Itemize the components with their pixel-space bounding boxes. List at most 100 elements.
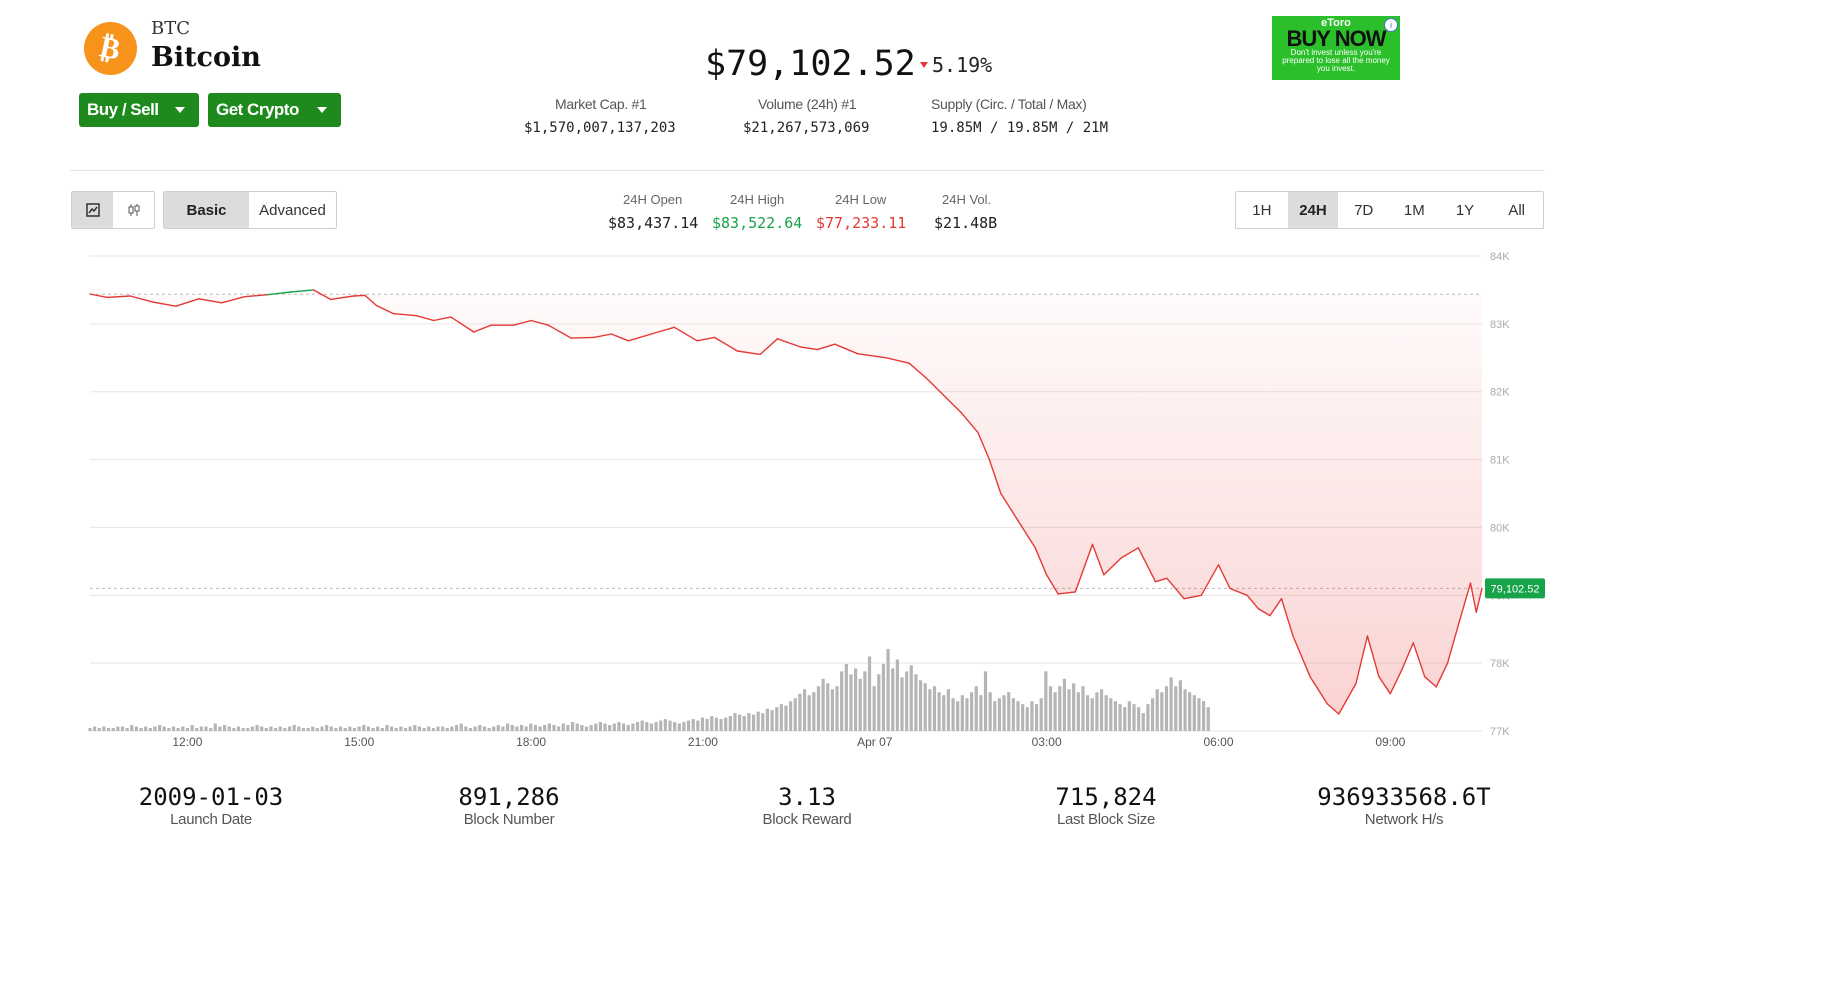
volume-bar [287,726,292,731]
volume-bar [1132,704,1136,731]
volume-bar [1076,692,1080,731]
volume-bar [325,725,329,731]
launch-date-value: 2009-01-03 [138,783,284,811]
volume-bar [125,728,129,731]
volume-bar [793,698,797,731]
chevron-down-icon [175,107,185,113]
volume-bar [408,726,412,731]
price-line-segment [960,411,979,434]
volume-bar [195,728,199,731]
range-1h[interactable]: 1H [1252,201,1272,219]
x-tick-label: 12:00 [172,735,202,749]
volume-bar [705,719,709,731]
ad-disclaimer: Don't invest unless you're prepared to l… [1282,48,1390,73]
volume-bar [547,723,551,731]
price-line-segment [1154,577,1168,583]
volume-bar [863,671,867,731]
volume-bar [167,728,171,731]
range-24h[interactable]: 24H [1287,192,1339,228]
volume-bar [218,726,222,731]
price-line-segment [1366,635,1380,678]
volume-bar [584,726,589,731]
volume-bar [506,723,510,731]
price-line-segment [1423,676,1437,688]
price-line-segment [1200,564,1220,596]
price-line-segment [547,324,572,339]
volume-bar [1164,686,1169,731]
price-line-segment [450,316,475,333]
price-line-segment [1292,635,1311,678]
price-line-segment [415,315,435,322]
high-label: 24H High [730,192,785,207]
volume-bar [139,728,143,731]
volume-bar [942,695,946,731]
line-chart-icon[interactable] [72,192,113,228]
volume-bar [232,728,236,731]
volume-bar [181,726,185,731]
price-chart[interactable]: 77K78K79K80K81K82K83K84K12:0015:0018:002… [0,240,1560,760]
volume-bar [362,725,366,731]
buy-sell-button[interactable]: Buy / Sell [79,93,199,127]
volume-bar [724,717,728,731]
price-line-segment [243,294,269,298]
range-1m[interactable]: 1M [1403,201,1425,219]
low-value: $77,233.11 [816,214,907,232]
volume-bar [496,725,500,731]
volume-bar [445,728,449,731]
volume-bar [501,726,505,731]
supply-value: 19.85M / 19.85M / 21M [931,120,1109,136]
price-line-segment [856,353,887,359]
range-7d[interactable]: 7D [1354,201,1374,219]
get-crypto-button[interactable]: Get Crypto [208,93,341,127]
price-line-segment [329,295,355,301]
price-line-segment [1475,587,1483,613]
volume-bar [1150,698,1155,731]
basic-mode-tab[interactable]: Basic [164,192,250,228]
advanced-mode-tab[interactable]: Advanced [249,192,336,228]
volume-bar [779,704,783,731]
volume-bar [751,714,756,731]
price-line-segment [816,343,836,351]
volume-bar [891,668,895,731]
header-divider [70,170,1545,171]
volume-bar [250,726,254,731]
volume-bar [895,659,899,731]
volume-bar [1206,707,1210,731]
price-line-segment [885,357,910,364]
volume-bar [714,717,718,731]
volume-bar [840,671,844,731]
volume-bar [974,686,978,731]
range-1y[interactable]: 1Y [1455,201,1475,219]
volume-bar [909,665,913,731]
volume-bar [877,674,881,731]
volume-bar [686,720,691,731]
volume-bar [1141,713,1145,731]
etoro-ad-banner[interactable]: eToro BUY NOW Don't invest unless you're… [1272,16,1400,80]
price-line-segment [513,319,532,326]
candlestick-icon[interactable] [113,192,154,228]
volume-bar [320,726,324,731]
volume-bar [983,671,988,731]
volume-bar [854,668,858,731]
volume-bar [914,674,918,731]
price-line-segment [799,346,819,351]
volume-bar [816,686,821,731]
block-reward-value: 3.13 [778,783,836,811]
volume-bar [380,728,384,731]
volume-bar [937,692,941,731]
info-icon[interactable]: i [1384,18,1398,32]
volume-bar [1002,695,1006,731]
buy-sell-label: Buy / Sell [87,100,159,119]
price-line-segment [266,291,292,296]
price-line-segment [129,295,154,303]
volume-bar [158,725,162,731]
vol-value: $21.48B [934,214,998,232]
volume-bar [478,725,482,731]
volume-bar [148,728,152,731]
network-hashrate-label: Network H/s [1364,811,1444,828]
volume-bar [227,726,231,731]
volume-bar [1160,692,1164,731]
range-all[interactable]: All [1508,201,1525,219]
volume-bar [988,692,992,731]
volume-bar [649,723,654,731]
